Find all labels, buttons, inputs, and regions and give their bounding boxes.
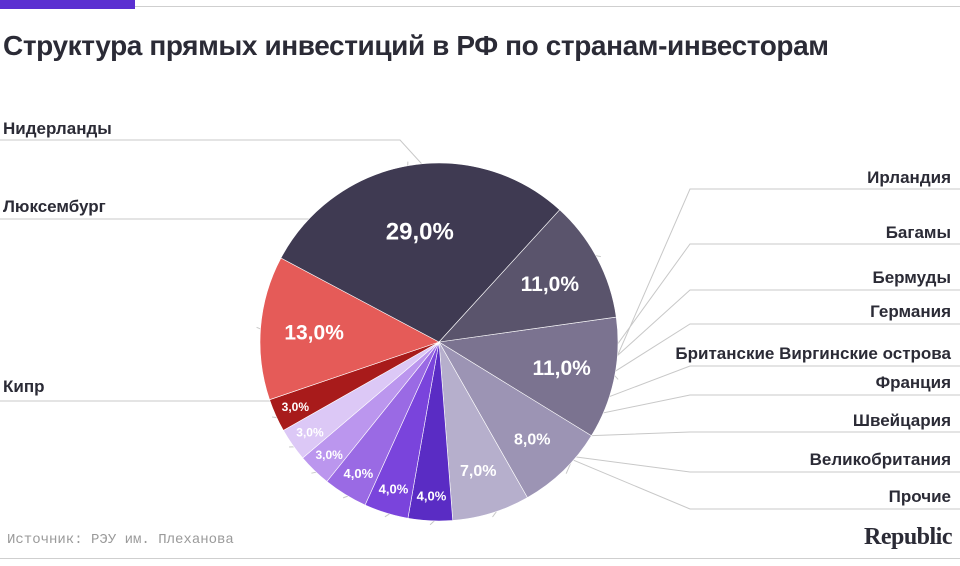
legend-label-11: Кипр	[3, 377, 44, 396]
value-label-12: 11,0%	[521, 273, 580, 296]
slice-1	[438, 316, 619, 437]
legend-label-8: Швейцария	[853, 411, 951, 430]
legend-label-9: Великобритания	[810, 450, 951, 469]
slice-2	[438, 341, 592, 499]
value-label-4: 4,0%	[417, 488, 447, 503]
value-label-11: 29,0%	[386, 219, 454, 246]
value-label-9: 3,0%	[282, 400, 310, 414]
slice-10	[259, 257, 440, 401]
legend-label-10: Прочие	[889, 487, 951, 506]
value-label-10: 13,0%	[284, 322, 344, 345]
legend-label-5: Германия	[870, 302, 951, 321]
legend-label-7: Франция	[876, 373, 951, 392]
chart-title: Структура прямых инвестиций в РФ по стра…	[3, 30, 829, 61]
legend-label-4: Бермуды	[872, 268, 951, 287]
source-note: Источник: РЭУ им. Плеханова	[7, 532, 234, 548]
legend-label-1: Нидерланды	[3, 119, 112, 138]
slice-12	[438, 209, 617, 343]
legend-label-2: Ирландия	[867, 168, 951, 187]
slice-11	[280, 162, 561, 343]
legend-label-6: Британские Виргинские острова	[675, 344, 951, 363]
accent-bar	[0, 0, 135, 9]
value-label-6: 4,0%	[344, 466, 374, 481]
brand-logo: Republic	[863, 524, 953, 550]
value-label-8: 3,0%	[296, 426, 324, 440]
value-label-5: 4,0%	[379, 482, 409, 497]
value-label-1: 11,0%	[532, 357, 591, 380]
value-label-7: 3,0%	[316, 448, 344, 462]
legend-label-3: Багамы	[886, 223, 951, 242]
legend-label-12: Люксембург	[3, 197, 106, 216]
top-divider	[135, 6, 960, 7]
value-label-2: 8,0%	[514, 431, 550, 448]
value-label-3: 7,0%	[460, 463, 496, 480]
footer-divider	[0, 558, 960, 559]
